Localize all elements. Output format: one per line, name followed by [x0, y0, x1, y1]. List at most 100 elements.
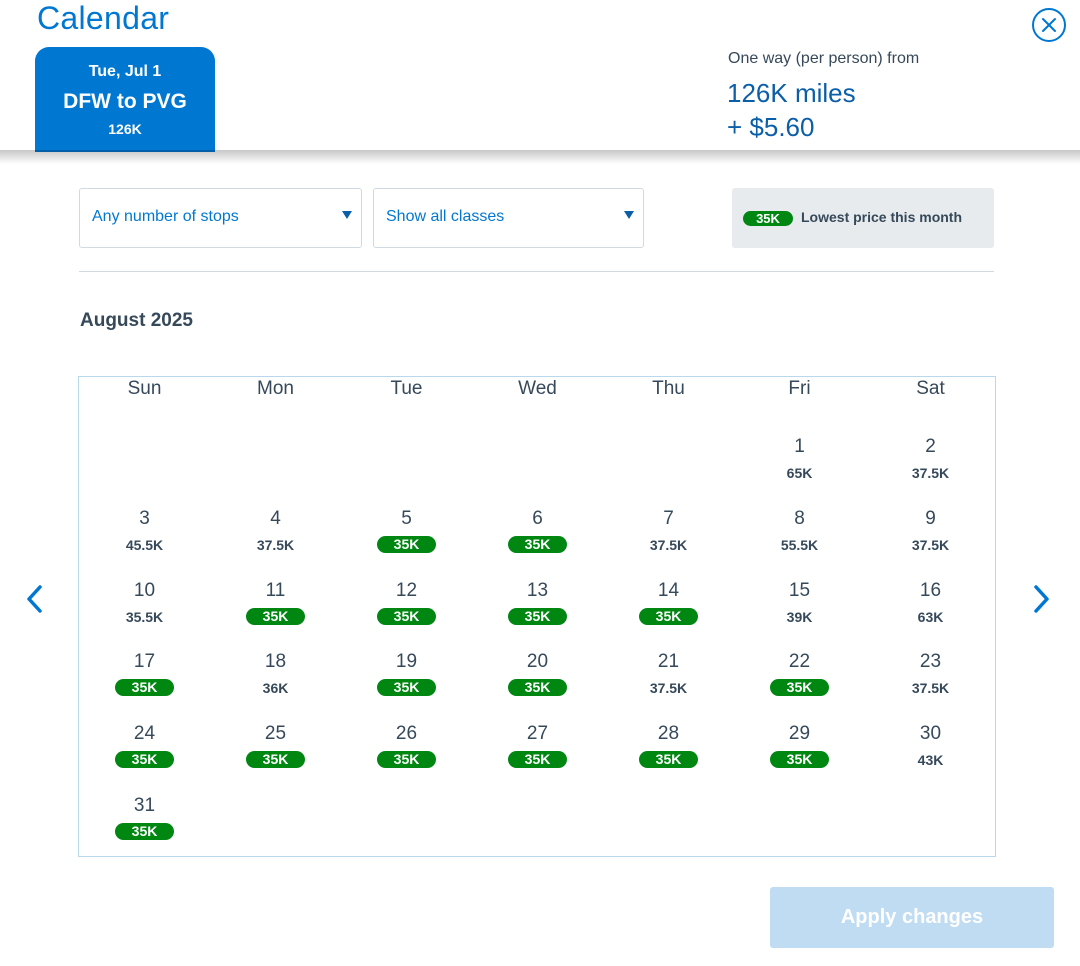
day-price: 39K: [786, 609, 813, 625]
lowest-price-badge: 35K: [639, 608, 698, 625]
lowest-price-badge: 35K: [770, 679, 829, 696]
day-number: 9: [925, 508, 936, 529]
lowest-price-badge: 35K: [508, 679, 567, 696]
calendar-day[interactable]: 12 35K: [341, 572, 472, 632]
day-number: 5: [401, 508, 412, 529]
page-title: Calendar: [37, 0, 170, 36]
calendar-day[interactable]: 1 65K: [734, 428, 865, 488]
stops-select-value: Any number of stops: [92, 208, 239, 225]
calendar-day[interactable]: 13 35K: [472, 572, 603, 632]
calendar-day[interactable]: 30 43K: [865, 715, 996, 775]
weekday-header: Fri: [788, 378, 811, 399]
calendar-header: Calendar Tue, Jul 1 DFW to PVG 126K One …: [0, 0, 1080, 152]
trip-date: Tue, Jul 1: [88, 63, 162, 80]
previous-month-button[interactable]: [20, 582, 50, 616]
day-price: 36K: [262, 680, 289, 696]
lowest-price-badge: 35K: [508, 608, 567, 625]
day-price: 37.5K: [911, 537, 950, 553]
caret-down-icon: [624, 211, 634, 219]
day-price: 35.5K: [125, 609, 164, 625]
calendar-day[interactable]: 10 35.5K: [79, 572, 210, 632]
day-number: 1: [794, 436, 805, 457]
calendar-day[interactable]: 27 35K: [472, 715, 603, 775]
lowest-price-badge: 35K: [115, 751, 174, 768]
chevron-left-icon: [27, 585, 42, 613]
day-number: 7: [663, 508, 674, 529]
calendar-day[interactable]: 24 35K: [79, 715, 210, 775]
calendar-day[interactable]: 25 35K: [210, 715, 341, 775]
weekday-header: Thu: [652, 378, 685, 399]
stops-select[interactable]: Any number of stops: [79, 188, 362, 248]
day-number: 4: [270, 508, 281, 529]
calendar-day[interactable]: 3 45.5K: [79, 500, 210, 560]
day-number: 11: [265, 580, 286, 601]
weekday-header: Sat: [916, 378, 945, 399]
calendar-day[interactable]: 19 35K: [341, 643, 472, 703]
lowest-price-badge: 35K: [639, 751, 698, 768]
lowest-price-badge: 35K: [246, 751, 305, 768]
chevron-right-icon: [1034, 585, 1049, 613]
fare-taxes: + $5.60: [727, 112, 815, 142]
weekday-header: Sun: [127, 378, 162, 399]
calendar-day[interactable]: 14 35K: [603, 572, 734, 632]
header-shadow: [0, 150, 1080, 164]
calendar-day[interactable]: 18 36K: [210, 643, 341, 703]
day-number: 28: [657, 723, 680, 744]
day-price: 37.5K: [911, 680, 950, 696]
calendar-day[interactable]: 2 37.5K: [865, 428, 996, 488]
lowest-price-badge: 35K: [115, 679, 174, 696]
day-number: 19: [395, 651, 418, 672]
calendar-day[interactable]: 11 35K: [210, 572, 341, 632]
day-number: 20: [526, 651, 549, 672]
lowest-price-badge: 35K: [508, 536, 567, 553]
trip-tab[interactable]: Tue, Jul 1 DFW to PVG 126K: [35, 47, 215, 152]
calendar-day[interactable]: 4 37.5K: [210, 500, 341, 560]
calendar-day[interactable]: 6 35K: [472, 500, 603, 560]
day-price: 37.5K: [649, 537, 688, 553]
calendar-day[interactable]: 20 35K: [472, 643, 603, 703]
day-number: 21: [657, 651, 680, 672]
calendar-day[interactable]: 31 35K: [79, 787, 210, 847]
close-icon: [1042, 18, 1056, 32]
close-button[interactable]: [1032, 8, 1066, 42]
day-number: 24: [133, 723, 156, 744]
classes-select[interactable]: Show all classes: [373, 188, 644, 248]
lowest-price-badge: 35K: [115, 823, 174, 840]
day-number: 2: [925, 436, 936, 457]
day-price: 43K: [917, 752, 944, 768]
day-number: 22: [788, 651, 811, 672]
calendar-day[interactable]: 21 37.5K: [603, 643, 734, 703]
day-number: 23: [919, 651, 942, 672]
calendar-day[interactable]: 17 35K: [79, 643, 210, 703]
divider: [79, 271, 994, 272]
weekday-header: Mon: [257, 378, 294, 399]
day-number: 30: [919, 723, 942, 744]
calendar-day[interactable]: 22 35K: [734, 643, 865, 703]
day-price: 37.5K: [256, 537, 295, 553]
day-number: 17: [133, 651, 156, 672]
day-number: 3: [139, 508, 150, 529]
calendar-day[interactable]: 5 35K: [341, 500, 472, 560]
calendar-day[interactable]: 9 37.5K: [865, 500, 996, 560]
day-number: 6: [532, 508, 543, 529]
calendar-grid: [78, 376, 996, 857]
calendar-day[interactable]: 28 35K: [603, 715, 734, 775]
calendar-day[interactable]: 7 37.5K: [603, 500, 734, 560]
apply-changes-button[interactable]: Apply changes: [770, 887, 1054, 948]
next-month-button[interactable]: [1026, 582, 1056, 616]
lowest-price-badge: 35K: [377, 679, 436, 696]
lowest-price-badge: 35K: [770, 751, 829, 768]
calendar-day[interactable]: 15 39K: [734, 572, 865, 632]
day-number: 27: [526, 723, 549, 744]
calendar-day[interactable]: 16 63K: [865, 572, 996, 632]
day-number: 16: [919, 580, 942, 601]
lowest-price-legend: 35K Lowest price this month: [732, 188, 994, 248]
calendar-day[interactable]: 8 55.5K: [734, 500, 865, 560]
day-price: 45.5K: [125, 537, 164, 553]
calendar-day[interactable]: 26 35K: [341, 715, 472, 775]
day-number: 29: [788, 723, 811, 744]
calendar-day[interactable]: 23 37.5K: [865, 643, 996, 703]
lowest-price-badge: 35K: [377, 536, 436, 553]
calendar-day[interactable]: 29 35K: [734, 715, 865, 775]
legend-price-badge: 35K: [743, 211, 793, 226]
